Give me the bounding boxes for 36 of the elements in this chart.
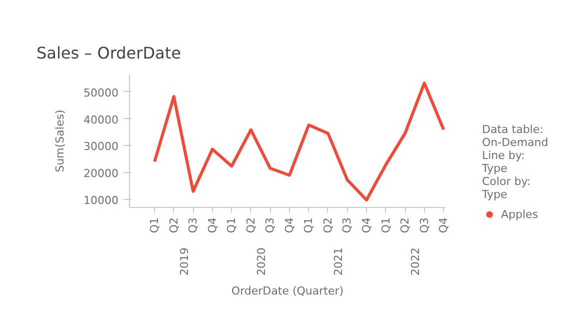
x-tick-label: Q3 [418,217,431,234]
x-tick-label: Q4 [360,217,373,234]
text: 2021 [332,247,346,276]
text: On-Demand [482,136,548,149]
x-tick-label: Q1 [225,217,238,234]
line-series [153,82,446,202]
x-tick-label: Q4 [206,217,219,234]
x-tick-label: Q2 [244,217,258,234]
y-tick-label: 30000 [84,140,119,154]
x-tick-label: Q1 [302,217,316,234]
text: Type [482,162,508,175]
x-tick-label: Q1 [148,217,162,234]
x-tick-label: Q3 [340,217,354,234]
y-tick-label: 20000 [84,167,119,180]
text: Line by: [482,149,525,162]
x-tick-label: Q2 [398,217,412,234]
x-tick-label: Q4 [437,217,450,234]
y-axis-title: Sum(Sales) [54,110,67,172]
x-tick-label: Q3 [186,217,200,234]
y-tick-label: 50000 [84,86,119,100]
x-tick-label: Q1 [379,217,392,234]
chart-title: Sales – OrderDate [36,44,181,62]
text: 2019 [178,247,191,276]
text: Data table: [482,123,544,136]
y-tick-label: 40000 [84,113,119,126]
x-axis-title: OrderDate (Quarter) [231,284,344,298]
text: Type [482,188,508,201]
legend-label: Apples [501,208,538,220]
x-tick-label: Q4 [282,217,296,234]
x-tick-label: Q2 [321,217,334,234]
text: Color by: [482,175,531,188]
x-tick-label: Q3 [264,217,277,234]
text: 2020 [255,247,268,276]
text: 2022 [409,247,422,276]
x-tick-label: Q2 [167,217,180,234]
y-tick-label: 10000 [84,194,119,207]
